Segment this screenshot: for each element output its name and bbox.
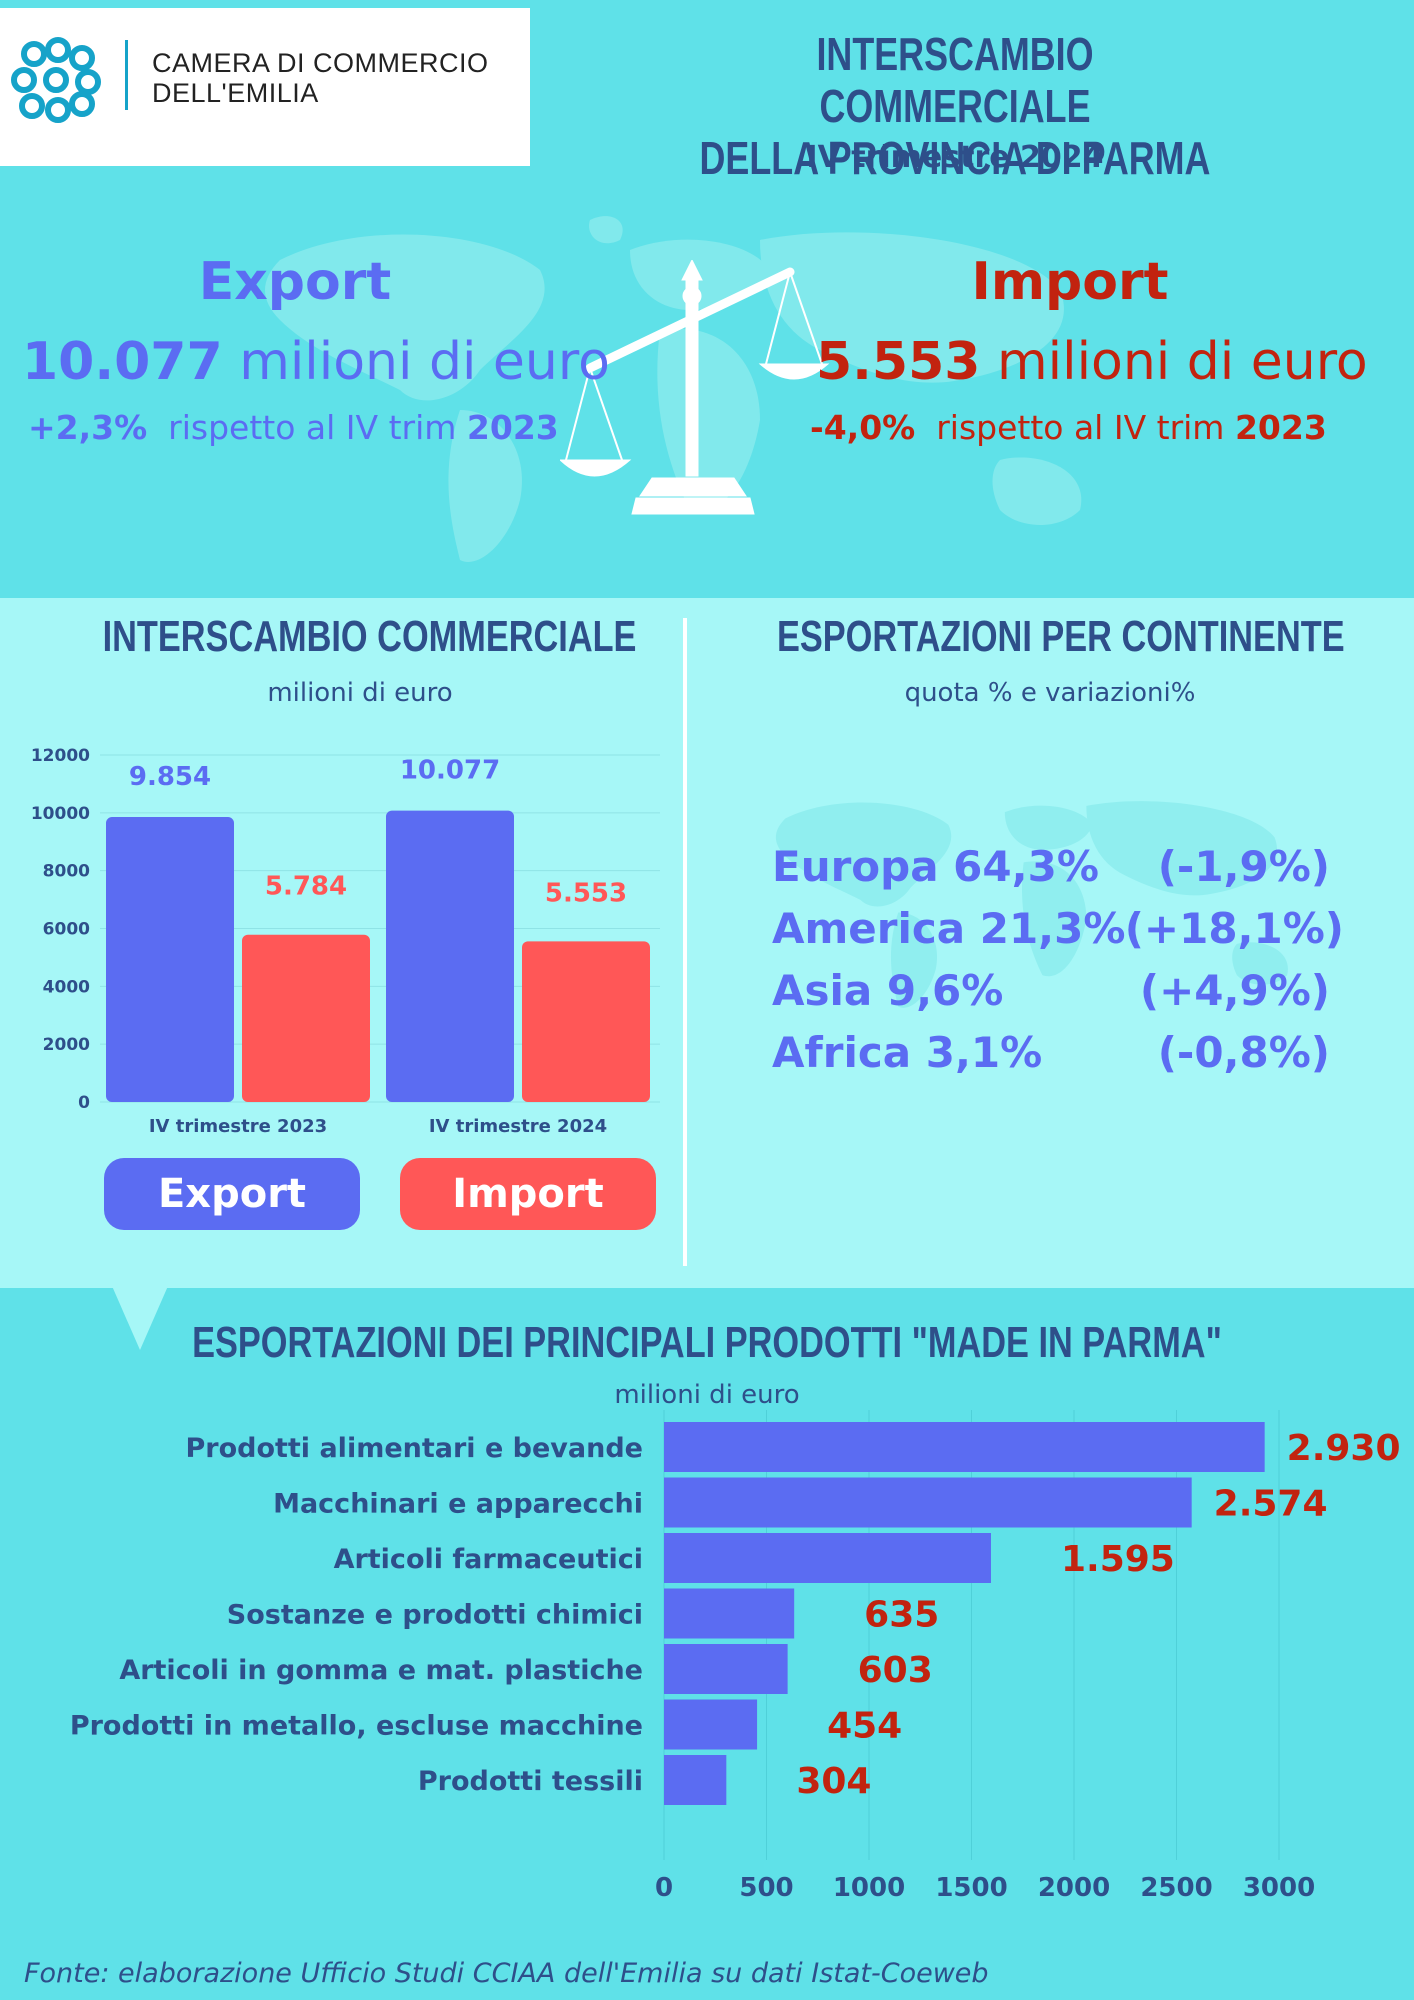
logo-box	[0, 8, 530, 166]
export-change-year: 2023	[466, 408, 559, 447]
export-total-value: 10.077	[22, 332, 223, 392]
x-tick-label: 2500	[1140, 1873, 1212, 1903]
product-value-label: 2.930	[1287, 1428, 1401, 1469]
continent-row-africa: Africa 3,1% (-0,8%)	[772, 1028, 1352, 1090]
bar-export	[386, 810, 514, 1102]
product-value-label: 603	[858, 1650, 933, 1691]
y-tick-label: 10000	[31, 804, 90, 824]
product-label: Macchinari e apparecchi	[273, 1489, 643, 1520]
page-title-line2: DELLA PROVINCIA DI PARMA	[699, 132, 1211, 184]
legend-import-button[interactable]: Import	[400, 1158, 656, 1230]
page-title: INTERSCAMBIO COMMERCIALE DELLA PROVINCIA…	[678, 28, 1232, 184]
prodotti-subtitle: milioni di euro	[614, 1380, 800, 1410]
panel-divider	[683, 618, 687, 1266]
product-bar	[664, 1533, 991, 1583]
export-heading: Export	[198, 252, 392, 312]
bar-value-label: 5.784	[265, 872, 347, 902]
source-note: Fonte: elaborazione Ufficio Studi CCIAA …	[24, 1958, 989, 1989]
product-bar	[664, 1477, 1192, 1528]
x-tick-label: 3000	[1243, 1873, 1315, 1903]
y-tick-label: 12000	[31, 746, 90, 766]
continent-row-europa: Europa 64,3% (-1,9%)	[772, 842, 1352, 904]
prodotti-title: ESPORTAZIONI DEI PRINCIPALI PRODOTTI "MA…	[192, 1318, 1222, 1367]
product-bar	[664, 1644, 788, 1694]
world-map-icon	[265, 216, 1082, 562]
continent-row-asia: Asia 9,6% (+4,9%)	[772, 966, 1352, 1028]
continent-share: America 21,3%	[772, 904, 1126, 953]
x-tick-label: 1000	[833, 1873, 905, 1903]
import-change: -4,0% rispetto al IV trim 2023	[810, 408, 1327, 447]
continent-change: (+18,1%)	[1124, 904, 1344, 953]
product-label: Prodotti alimentari e bevande	[185, 1433, 643, 1464]
product-value-label: 454	[827, 1706, 902, 1747]
product-value-label: 635	[864, 1595, 939, 1636]
page-subtitle: IV trimestre 2024	[806, 140, 1104, 175]
y-tick-label: 2000	[43, 1035, 90, 1055]
continent-change: (-0,8%)	[1157, 1028, 1330, 1077]
interscambio-subtitle: milioni di euro	[267, 678, 453, 708]
x-tick-label: 2000	[1038, 1873, 1110, 1903]
import-change-year: 2023	[1234, 408, 1327, 447]
interscambio-title: INTERSCAMBIO COMMERCIALE	[102, 612, 637, 661]
bar-import	[242, 934, 370, 1102]
product-bar	[664, 1699, 758, 1750]
export-total-unit: milioni di euro	[239, 332, 610, 392]
continenti-title: ESPORTAZIONI PER CONTINENTE	[777, 612, 1345, 661]
continent-share: Asia 9,6%	[772, 966, 1004, 1015]
product-bar	[664, 1588, 795, 1639]
product-label: Articoli in gomma e mat. plastiche	[119, 1655, 643, 1686]
org-name-line1: CAMERA DI COMMERCIO	[152, 48, 489, 78]
product-bar	[664, 1422, 1265, 1472]
y-tick-label: 4000	[43, 977, 90, 997]
import-heading: Import	[971, 252, 1169, 312]
page-title-line1: INTERSCAMBIO COMMERCIALE	[816, 28, 1094, 132]
import-total-value: 5.553	[816, 332, 981, 392]
export-change-text: rispetto al IV trim	[168, 408, 457, 447]
import-change-value: -4,0%	[810, 408, 916, 447]
export-change: +2,3% rispetto al IV trim 2023	[28, 408, 559, 447]
import-total-unit: milioni di euro	[997, 332, 1368, 392]
logo-separator	[125, 40, 128, 110]
prodotti-bar-chart: 0 500 1000 1500 2000 2500 3000 Prodotti aliment…	[70, 1410, 1401, 1903]
product-bar	[664, 1755, 727, 1805]
product-value-label: 1.595	[1061, 1539, 1175, 1580]
chamber-logo-icon	[11, 37, 101, 123]
balance-scale-icon	[560, 260, 830, 515]
product-value-label: 2.574	[1214, 1484, 1328, 1525]
y-tick-label: 8000	[43, 862, 90, 882]
interscambio-bar-chart: 0 2000 4000 6000 8000 10000 12000 9.854 5.784 IV …	[31, 746, 660, 1137]
export-change-value: +2,3%	[28, 408, 148, 447]
y-tick-label: 0	[78, 1093, 90, 1113]
bar-value-label: 5.553	[545, 878, 627, 908]
legend-export-button[interactable]: Export	[104, 1158, 360, 1230]
continent-share: Europa 64,3%	[772, 842, 1099, 891]
bar-value-label: 9.854	[129, 762, 211, 792]
bar-value-label: 10.077	[400, 756, 500, 786]
product-label: Prodotti tessili	[418, 1766, 643, 1797]
product-label: Sostanze e prodotti chimici	[227, 1600, 643, 1631]
x-category-label: IV trimestre 2024	[429, 1116, 607, 1137]
continent-change: (+4,9%)	[1139, 966, 1330, 1015]
continent-change: (-1,9%)	[1157, 842, 1330, 891]
product-value-label: 304	[796, 1761, 871, 1802]
x-tick-label: 1500	[935, 1873, 1007, 1903]
x-tick-label: 500	[739, 1873, 793, 1903]
continents-map-icon	[775, 801, 1288, 1008]
continent-row-america: America 21,3% (+18,1%)	[772, 904, 1352, 966]
continenti-subtitle: quota % e variazioni%	[904, 678, 1196, 708]
continent-list: Europa 64,3% (-1,9%) America 21,3% (+18,…	[772, 842, 1352, 1090]
x-tick-label: 0	[655, 1873, 673, 1903]
import-total: 5.553 milioni di euro	[816, 332, 1368, 392]
bar-import	[522, 941, 650, 1102]
speech-notch	[112, 1286, 168, 1350]
product-label: Articoli farmaceutici	[334, 1544, 643, 1575]
org-name-line2: DELL'EMILIA	[152, 78, 319, 108]
bar-export	[106, 817, 234, 1102]
continent-share: Africa 3,1%	[772, 1028, 1043, 1077]
y-tick-label: 6000	[43, 920, 90, 940]
x-category-label: IV trimestre 2023	[149, 1116, 327, 1137]
product-label: Prodotti in metallo, escluse macchine	[70, 1711, 643, 1742]
import-change-text: rispetto al IV trim	[936, 408, 1225, 447]
export-total: 10.077 milioni di euro	[22, 332, 610, 392]
